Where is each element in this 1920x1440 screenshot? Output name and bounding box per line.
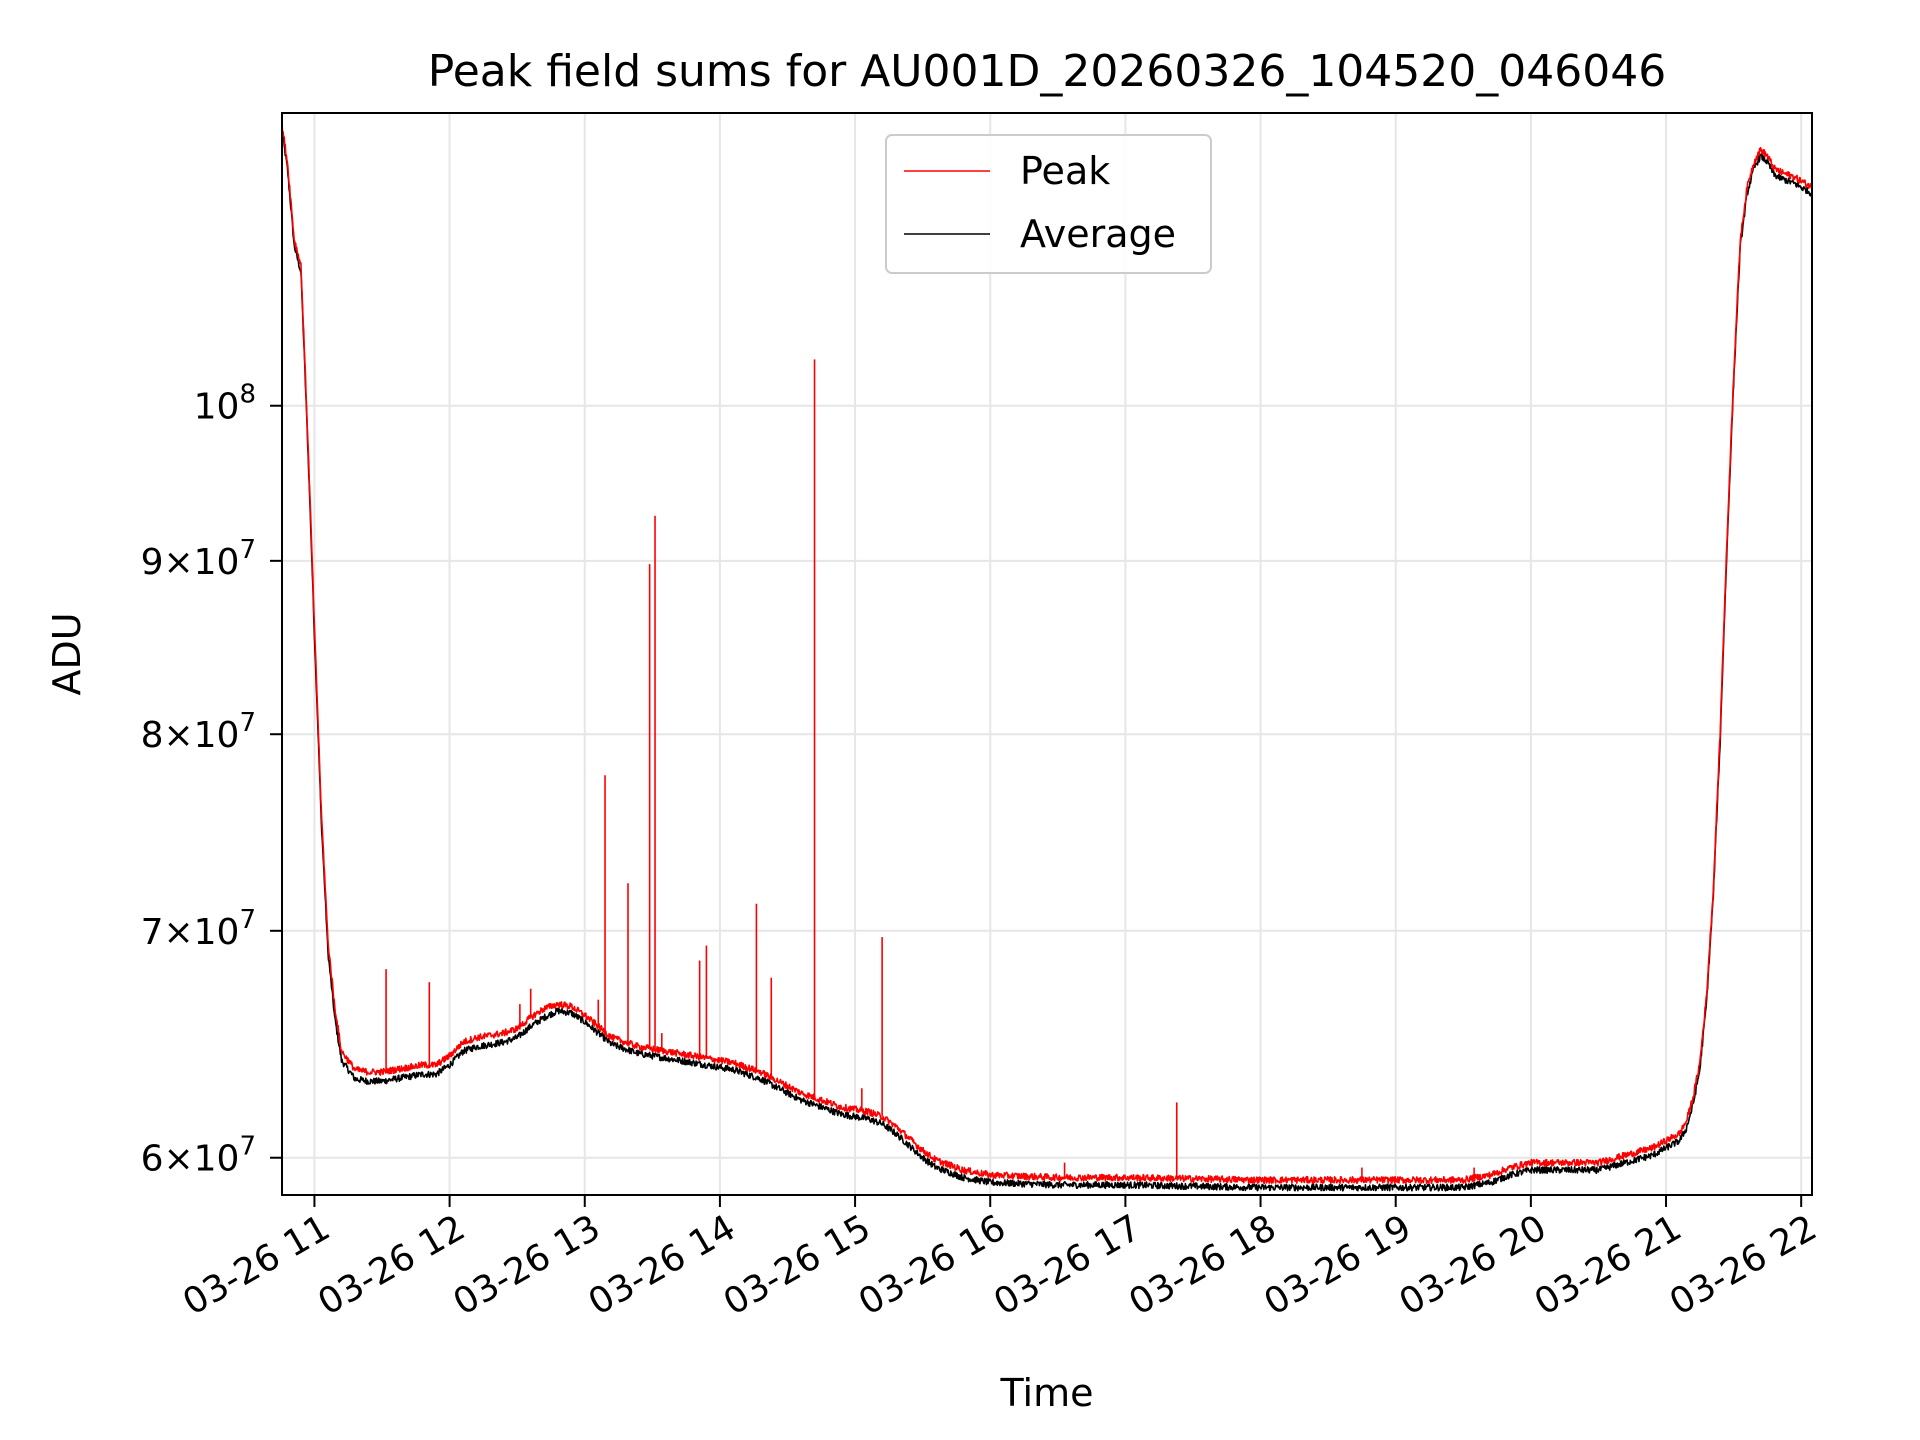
y-tick-label: 108 — [194, 380, 256, 428]
series-layer — [282, 122, 1812, 1192]
plot-area — [282, 122, 1812, 1192]
y-tick-times: × — [163, 912, 193, 953]
y-tick-mantissa: 9 — [141, 542, 164, 583]
y-tick-label: 7×107 — [141, 905, 256, 953]
y-tick-mantissa: 7 — [141, 912, 164, 953]
plot-frame — [281, 112, 1813, 1196]
legend-peak-label: Peak — [1020, 149, 1110, 193]
y-tick-exponent: 7 — [239, 535, 256, 565]
y-tick-label: 6×107 — [141, 1132, 256, 1180]
y-tick-base: 10 — [194, 912, 240, 953]
y-tick-exponent: 7 — [239, 708, 256, 738]
y-tick-times: × — [163, 1139, 193, 1180]
y-tick-base: 10 — [194, 542, 240, 583]
legend-box — [885, 134, 1212, 274]
y-tick-label: 8×107 — [141, 708, 256, 756]
average-series-line — [282, 130, 1812, 1192]
y-tick-mantissa: 6 — [141, 1139, 164, 1180]
y-tick-exponent: 7 — [239, 1132, 256, 1162]
y-tick-times: × — [163, 542, 193, 583]
legend: Peak Average — [885, 134, 1212, 274]
y-tick-base: 10 — [194, 715, 240, 756]
y-tick-base: 10 — [194, 1139, 240, 1180]
y-tick-exponent: 8 — [239, 380, 256, 410]
y-tick-times: × — [163, 715, 193, 756]
y-axis-label: ADU — [45, 612, 89, 695]
grid — [282, 113, 1812, 1195]
y-tick-mantissa: 8 — [141, 715, 164, 756]
peak-series-line — [282, 122, 1812, 1185]
y-tick-exponent: 7 — [239, 905, 256, 935]
x-axis-label: Time — [1000, 1371, 1094, 1415]
y-tick-label: 9×107 — [141, 535, 256, 583]
legend-average-label: Average — [1020, 212, 1176, 256]
chart-title: Peak field sums for AU001D_20260326_1045… — [428, 46, 1667, 97]
y-tick-base: 10 — [194, 387, 240, 428]
